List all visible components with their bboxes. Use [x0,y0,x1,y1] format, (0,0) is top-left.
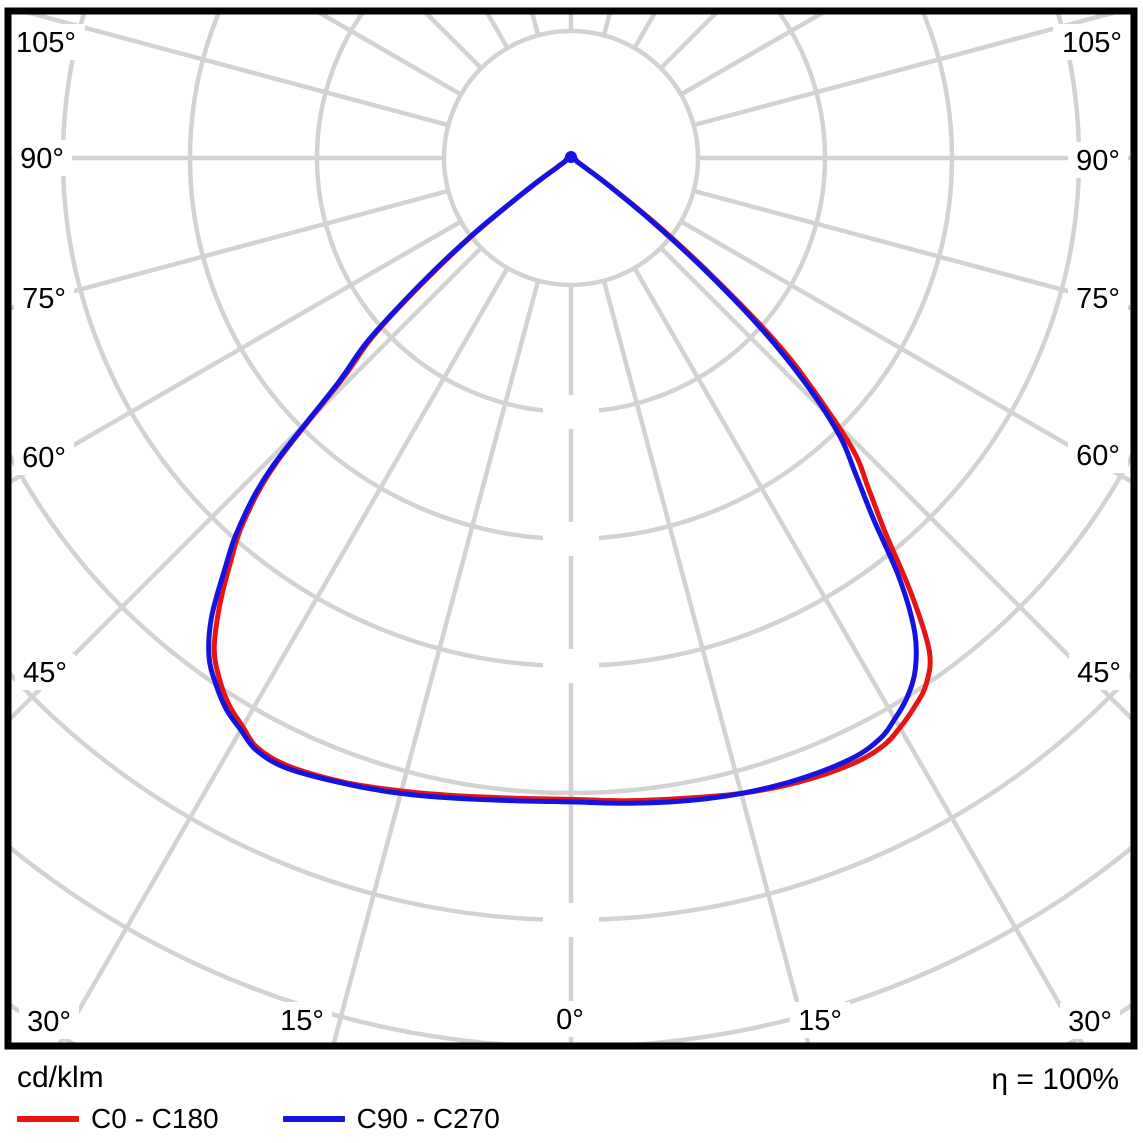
legend-label-c0-c180: C0 - C180 [91,1103,219,1134]
grid-spoke [601,280,812,1046]
legend-swatch-c0-c180 [17,1116,79,1122]
gamma-label-backing [1053,24,1131,60]
gamma-angle-label: 90° [20,143,64,175]
gamma-label-backing [1069,654,1129,690]
legend-label-c90-c270: C90 - C270 [356,1103,500,1134]
grid-spoke [693,11,1129,128]
gamma-angle-label: 15° [280,1005,324,1037]
gamma-label-backing [1068,437,1128,473]
gamma-angle-label: 45° [23,657,67,689]
grid-spoke [8,188,449,312]
gamma-label-backing [1068,280,1128,316]
gamma-angle-label: 30° [1068,1006,1112,1038]
gamma-angle-label: 105° [1062,27,1122,59]
gamma-angle-label: 105° [16,27,76,59]
gamma-label-backing [1068,142,1128,178]
legend-row: C0 - C180 C90 - C270 [17,1103,564,1135]
intensity-curves [206,151,933,806]
grid-spoke [679,219,1134,486]
grid-spoke [632,266,1087,1046]
legend-bar: cd/klm C0 - C180 C90 - C270 η = 100% [0,1053,1143,1143]
gamma-angle-labels: 105° 90° 75° 60° 45° 30° 15° 0° 15° 30° 45° 60° 75° 9… [8,24,1131,1039]
unit-label: cd/klm [17,1061,104,1094]
plot-frame [4,7,1138,1050]
gamma-angle-label: 75° [1076,283,1120,315]
gamma-angle-label: 60° [22,442,66,474]
gamma-angle-label: 45° [1077,657,1121,689]
gamma-label-backing [8,24,85,60]
gamma-angle-label: 75° [22,283,66,315]
gamma-label-backing [548,1001,592,1037]
radial-value-boxes [543,395,599,937]
gamma-angle-label: 60° [1076,440,1120,472]
grid-spoke [693,188,1134,312]
gamma-angle-label: 15° [798,1005,842,1037]
radial-value-box [543,903,599,937]
grid-spoke [8,219,463,486]
radial-value-box [543,395,599,429]
gamma-label-backing [19,1003,79,1039]
grid-spoke [55,266,510,1046]
gamma-label-backing [790,1002,850,1038]
grid-spoke [330,280,541,1046]
gamma-label-backing [15,654,75,690]
gamma-label-backing [14,439,74,475]
gamma-label-backing [272,1002,332,1038]
center-dot [565,151,577,163]
gamma-angle-label: 30° [27,1006,71,1038]
gamma-angle-label: 90° [1076,145,1120,177]
radial-value-box [543,522,599,556]
efficiency-label: η = 100% [991,1063,1119,1096]
gamma-label-backing [1060,1003,1120,1039]
legend-swatch-c90-c270 [282,1116,345,1122]
gamma-label-backing [12,140,72,176]
grid-spoke [13,11,449,128]
gamma-angle-label: 0° [556,1004,584,1036]
curve-c90-c270 [206,155,919,806]
gamma-label-backing [14,280,74,316]
radial-value-box [543,649,599,683]
